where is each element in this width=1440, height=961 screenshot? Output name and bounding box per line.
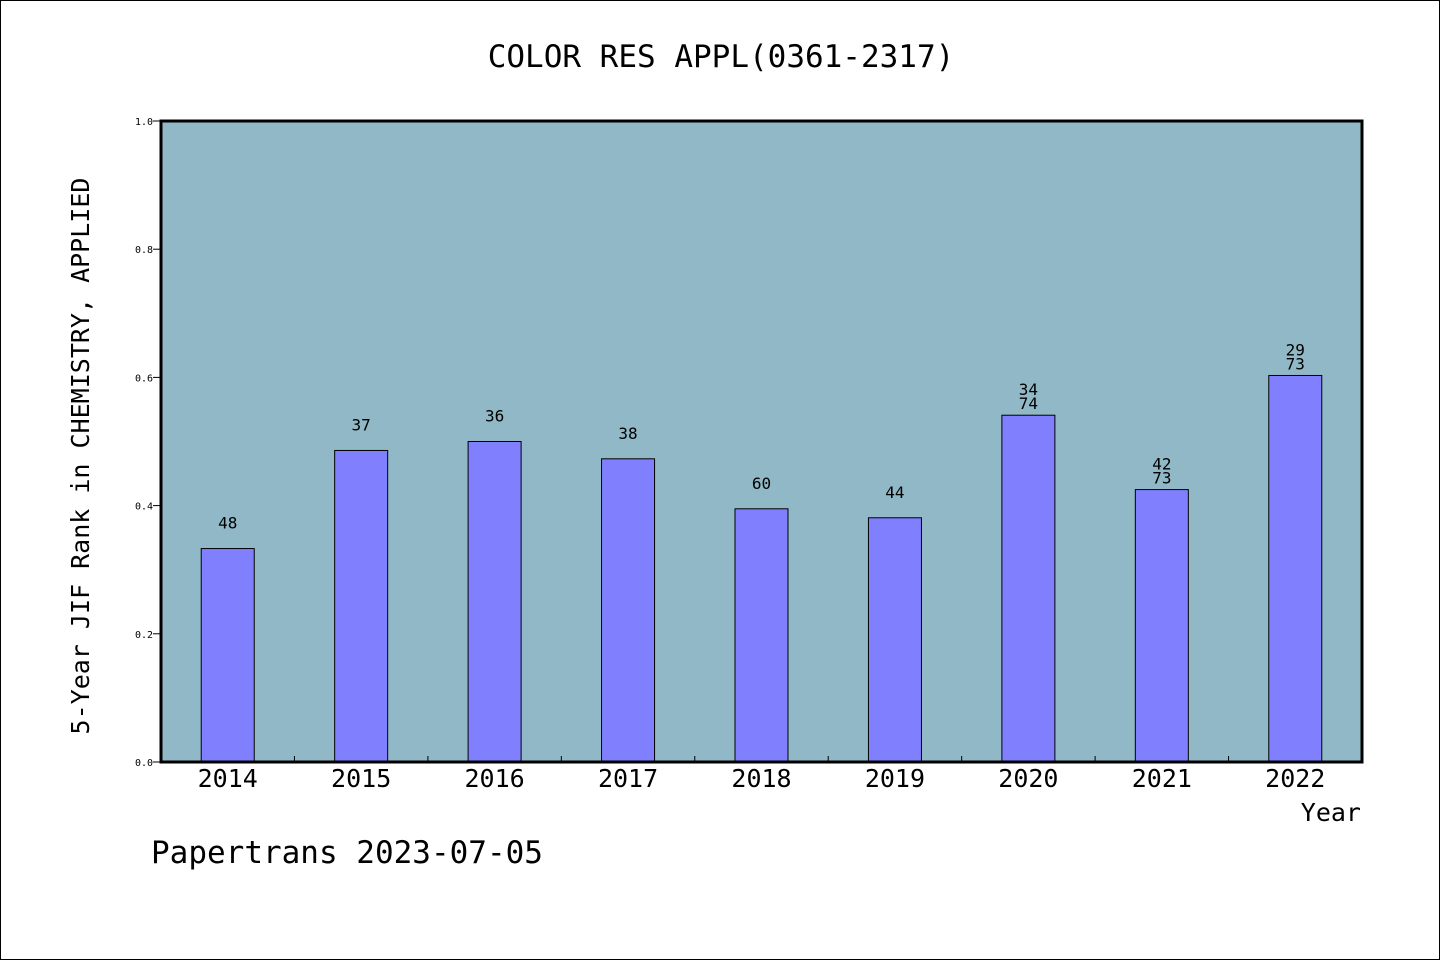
- y-axis: 0.0 0.2 0.4 0.6 0.8 1.0: [135, 117, 161, 769]
- bar-2014: [200, 548, 255, 763]
- chart-title: COLOR RES APPL(0361-2317): [488, 39, 955, 75]
- x-tick-label: 2022: [1265, 764, 1325, 793]
- x-axis-label: Year: [1301, 798, 1361, 827]
- x-tick-label: 2020: [998, 764, 1058, 793]
- y-tick-label: 0.2: [135, 630, 153, 641]
- data-label: 37: [352, 415, 371, 434]
- x-tick-label: 2016: [465, 764, 525, 793]
- data-label: 29: [1286, 340, 1305, 359]
- x-tick-label: 2019: [865, 764, 925, 793]
- x-tick-label: 2021: [1132, 764, 1192, 793]
- x-tick-label: 2017: [598, 764, 658, 793]
- bar-2019: [867, 517, 922, 763]
- y-tick-label: 0.0: [135, 758, 153, 769]
- bar-2022: [1268, 374, 1323, 763]
- y-tick-label: 0.4: [135, 502, 153, 513]
- x-tick-label: 2015: [331, 764, 391, 793]
- bar-2018: [734, 508, 789, 763]
- data-label: 36: [485, 407, 504, 426]
- y-tick-label: 0.8: [135, 245, 153, 256]
- bar-2020: [1001, 414, 1056, 763]
- x-axis: 2014 2015 2016 2017 2018 2019 2020 2021 2022: [198, 756, 1325, 793]
- bar-2021: [1134, 489, 1189, 763]
- data-label: 42: [1152, 455, 1171, 474]
- data-label: 44: [885, 483, 904, 502]
- data-label: 74: [1019, 394, 1038, 413]
- plot-border: [159, 119, 1364, 764]
- x-tick-label: 2014: [198, 764, 258, 793]
- data-label: 73: [1152, 469, 1171, 488]
- data-label: 60: [752, 474, 771, 493]
- data-label: 48: [218, 514, 237, 533]
- x-tick-label: 2018: [731, 764, 791, 793]
- y-tick-label: 0.6: [135, 373, 153, 384]
- y-axis-label: 5-Year JIF Rank in CHEMISTRY, APPLIED: [66, 178, 95, 735]
- y-tick-label: 1.0: [135, 117, 153, 128]
- data-label: 34: [1019, 380, 1038, 399]
- data-label: 73: [1286, 354, 1305, 373]
- data-label: 38: [618, 424, 637, 443]
- bar-2016: [467, 441, 522, 763]
- bar-2015: [334, 449, 389, 763]
- footer-note: Papertrans 2023-07-05: [151, 835, 543, 871]
- bar-2017: [601, 458, 656, 763]
